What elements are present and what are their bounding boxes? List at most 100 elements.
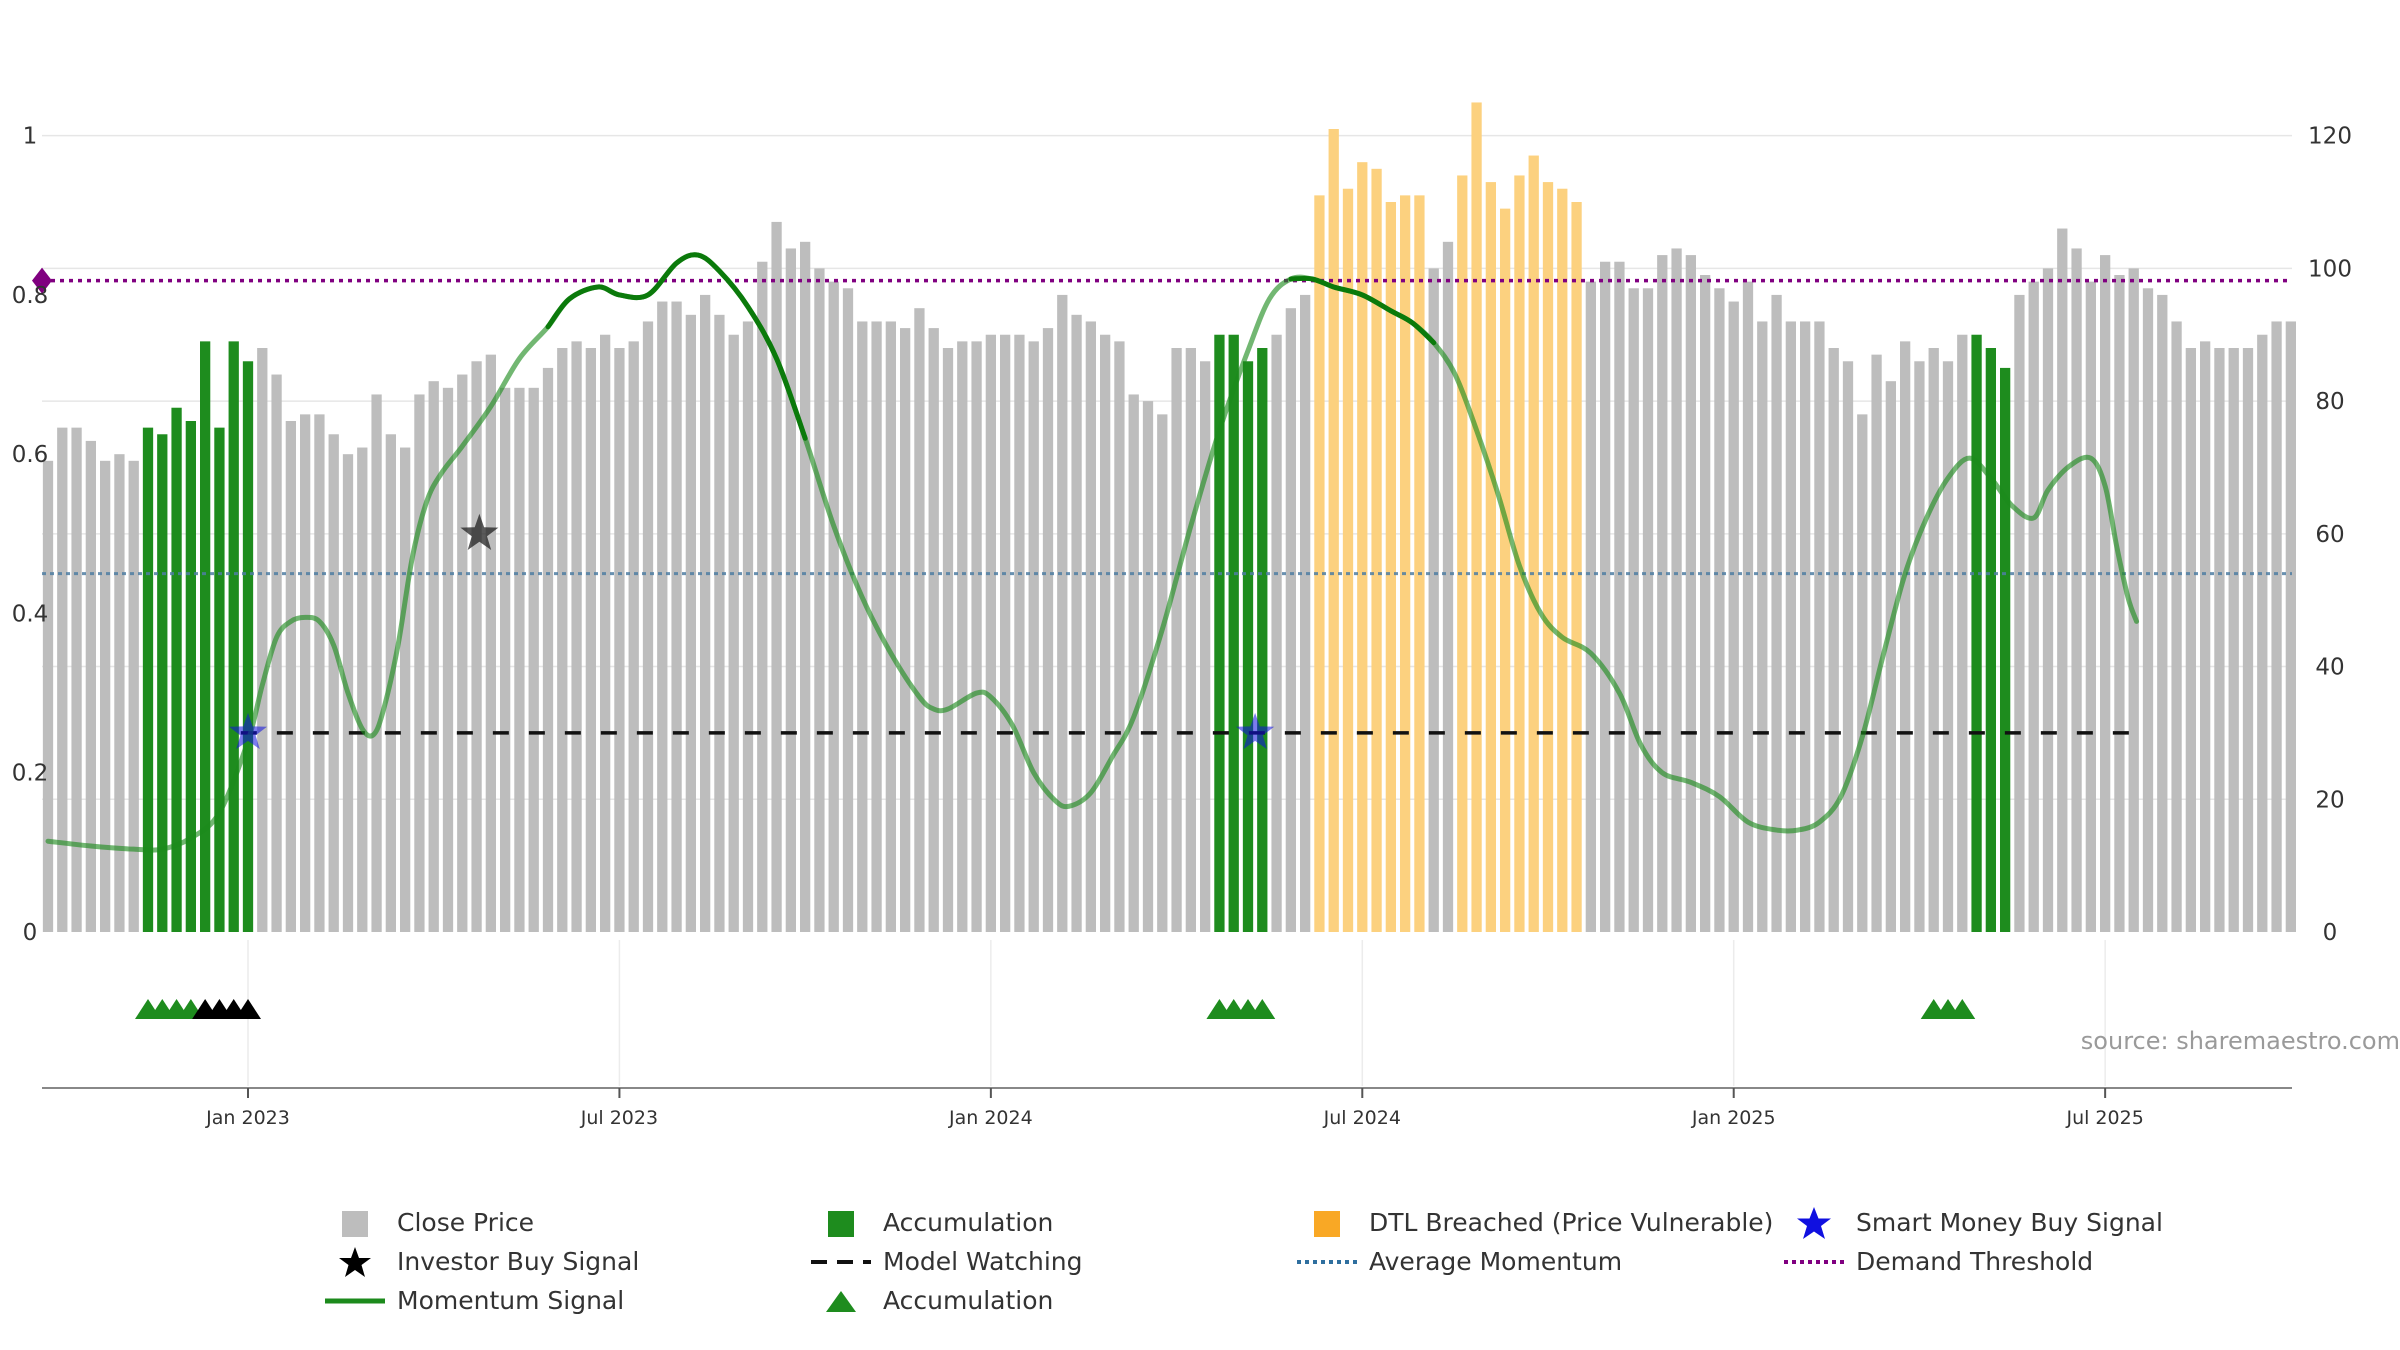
right-tick-label: 60 [2315, 522, 2344, 548]
close-price-bar [2171, 321, 2182, 932]
close-price-bar [2014, 294, 2025, 933]
close-price-bar [1771, 294, 1782, 933]
close-price-bar [85, 440, 96, 932]
close-price-bar [1642, 288, 1654, 933]
close-price-bar [1071, 314, 1082, 932]
accumulation-bar [1257, 348, 1268, 932]
close-price-bar [471, 361, 482, 933]
left-tick-label: 0 [23, 920, 38, 946]
close-price-bar [314, 414, 325, 932]
triangle-icon [826, 1291, 856, 1312]
accumulation-bar [2000, 367, 2011, 933]
accumulation-bar [228, 341, 239, 932]
legend-swatch-dtl [1297, 1205, 1357, 1241]
close-price-bar [1685, 255, 1696, 932]
legend-label: Momentum Signal [397, 1286, 625, 1315]
dtl-breached-bar [1371, 168, 1382, 932]
legend-label: Close Price [397, 1208, 535, 1237]
close-price-bar [1757, 321, 1768, 932]
close-price-bar [371, 394, 382, 932]
close-price-bar [2185, 348, 2196, 932]
close-price-bar [2128, 268, 2139, 932]
close-price-bar [2157, 294, 2168, 933]
investor-buy-star [460, 513, 499, 550]
close-price-bar [2285, 321, 2296, 932]
accumulation-bar [1214, 334, 1225, 932]
close-price-bar [1085, 321, 1096, 932]
close-price-bar [1057, 294, 1068, 933]
close-price-bar [1628, 288, 1639, 933]
close-price-bar [800, 241, 811, 932]
accumulation-bar [1985, 348, 1996, 932]
close-price-bar [2214, 348, 2225, 932]
close-price-bar [1157, 414, 1168, 932]
close-price-bar [57, 427, 68, 932]
close-price-bar [1042, 328, 1054, 932]
close-price-bar [1428, 268, 1439, 932]
legend-label: Investor Buy Signal [397, 1247, 640, 1276]
axes: 0 0.2 0.4 0.6 0.8 1 0 20 40 60 80 100 120 [12, 124, 2352, 946]
date-tick-label: Jul 2025 [2065, 1107, 2143, 1129]
close-price-bar [42, 460, 54, 932]
legend-label: Average Momentum [1369, 1247, 1623, 1276]
legend-label: DTL Breached (Price Vulnerable) [1369, 1208, 1774, 1237]
close-price-bar [628, 341, 639, 932]
close-price-bar [742, 321, 754, 932]
close-price-bar [128, 460, 139, 932]
close-price-bar [1114, 341, 1125, 932]
close-price-bar [928, 328, 939, 932]
close-price-bar [885, 321, 896, 932]
dtl-breached-bar [1414, 195, 1425, 932]
close-price-bar [1585, 281, 1596, 932]
accumulation-bar [214, 427, 225, 932]
close-price-bar [857, 321, 868, 932]
date-tick-label: Jan 2023 [205, 1107, 290, 1129]
close-price-bar [100, 460, 111, 932]
dtl-breached-bar [1385, 202, 1396, 932]
accumulation-bar [142, 427, 154, 932]
close-price-bar [1728, 301, 1739, 933]
close-price-bar [2271, 321, 2282, 932]
close-price-bar [1285, 308, 1296, 932]
close-price-bar [2085, 281, 2096, 932]
close-price-bar [2100, 255, 2111, 932]
timeline-panel: Jan 2023 Jul 2023 Jan 2024 Jul 2024 Jan 2025… [42, 999, 2292, 1129]
close-price-bar [2242, 348, 2254, 932]
close-price-bar [1657, 255, 1668, 932]
dtl-breached-bar [1357, 162, 1368, 932]
legend-label: Accumulation [883, 1208, 1054, 1237]
dtl-breached-bar [1557, 188, 1568, 932]
dtl-breached-bar [1471, 102, 1482, 933]
legend: Close Price Investor Buy Signal Momentum… [0, 1205, 2400, 1335]
right-tick-label: 100 [2308, 256, 2352, 282]
close-price-bar [300, 414, 311, 932]
dtl-breached-bar [1514, 175, 1525, 933]
close-price-bar [1300, 294, 1311, 933]
dtl-breached-bar [1328, 129, 1339, 932]
close-price-bar [671, 301, 682, 933]
close-price-bar [600, 334, 611, 932]
close-price-bar [585, 348, 596, 932]
momentum-signal-line [45, 252, 2140, 853]
close-price-bar [1828, 348, 1839, 932]
close-price-bar [1742, 281, 1754, 932]
right-tick-label: 0 [2323, 920, 2338, 946]
close-price-bar [2028, 281, 2039, 932]
dtl-breached-bar [1500, 208, 1511, 933]
dtl-breached-bar [1457, 175, 1468, 933]
close-price-bar [785, 248, 796, 933]
accumulation-bar [1242, 361, 1254, 933]
momentum-series [45, 252, 2140, 853]
close-price-bar [685, 314, 696, 932]
price-bars [42, 102, 2296, 933]
close-price-bar [1171, 348, 1182, 932]
smart-money-star [229, 712, 267, 750]
right-tick-label: 80 [2315, 389, 2344, 415]
close-price-bar [1942, 361, 1954, 933]
momentum-signal-emphasis [545, 252, 808, 441]
close-price-bar [1700, 275, 1711, 932]
dash-line-icon [811, 1260, 871, 1264]
close-price-bar [1814, 321, 1825, 932]
dtl-breached-bar [1571, 202, 1582, 932]
close-price-bar [642, 321, 654, 932]
